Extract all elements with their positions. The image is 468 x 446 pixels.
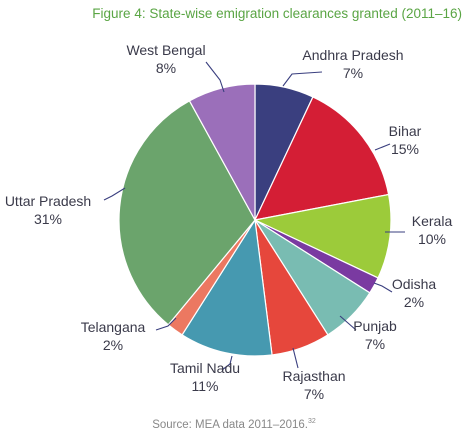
slice-value-kerala: 10% bbox=[418, 231, 446, 247]
slice-value-bihar: 15% bbox=[391, 141, 419, 157]
slice-value-uttar-pradesh: 31% bbox=[34, 211, 62, 227]
slice-value-telangana: 2% bbox=[103, 337, 123, 353]
leader-line-odisha bbox=[373, 282, 393, 293]
slice-value-punjab: 7% bbox=[365, 336, 385, 352]
slice-label-rajasthan: Rajasthan bbox=[282, 368, 345, 384]
leader-line-punjab bbox=[339, 315, 357, 331]
slice-label-bihar: Bihar bbox=[389, 123, 422, 139]
slice-kerala bbox=[253, 193, 392, 279]
slice-label-kerala: Kerala bbox=[412, 213, 453, 229]
slice-tamil-nadu bbox=[181, 218, 273, 357]
slice-value-rajasthan: 7% bbox=[304, 386, 324, 402]
figure-title: Figure 4: State-wise emigration clearanc… bbox=[92, 6, 462, 21]
slice-label-west-bengal: West Bengal bbox=[126, 42, 205, 58]
source-footnote-ref: 32 bbox=[308, 418, 316, 425]
slice-label-uttar-pradesh: Uttar Pradesh bbox=[5, 193, 91, 209]
leader-line-uttar-pradesh bbox=[103, 187, 126, 201]
slice-label-tamil-nadu: Tamil Nadu bbox=[170, 360, 240, 376]
slice-bihar bbox=[253, 96, 390, 221]
source-note: Source: MEA data 2011–2016.32 bbox=[0, 418, 468, 431]
slice-value-tamil-nadu: 11% bbox=[192, 378, 219, 394]
leader-line-andhra-pradesh bbox=[282, 71, 323, 87]
slice-labels: Andhra Pradesh 7% Bihar 15% Kerala 10% Odisha 2… bbox=[5, 42, 453, 402]
leader-line-rajasthan bbox=[292, 347, 299, 369]
slice-label-telangana: Telangana bbox=[81, 319, 146, 335]
slice-uttar-pradesh bbox=[118, 100, 256, 326]
leader-line-west-bengal bbox=[205, 61, 225, 93]
leader-line-bihar bbox=[374, 143, 391, 151]
slice-west-bengal bbox=[188, 83, 256, 221]
source-text: Source: MEA data 2011–2016. bbox=[152, 418, 308, 431]
slice-label-odisha: Odisha bbox=[392, 276, 437, 292]
slice-label-andhra-pradesh: Andhra Pradesh bbox=[302, 47, 403, 63]
leader-line-telangana bbox=[155, 317, 177, 331]
slice-value-andhra-pradesh: 7% bbox=[343, 65, 363, 81]
slice-label-punjab: Punjab bbox=[353, 318, 397, 334]
slice-value-west-bengal: 8% bbox=[156, 60, 176, 76]
slice-value-odisha: 2% bbox=[404, 294, 424, 310]
leader-lines bbox=[103, 61, 405, 371]
leader-line-tamil-nadu bbox=[221, 355, 233, 371]
pie-slices bbox=[118, 83, 392, 357]
